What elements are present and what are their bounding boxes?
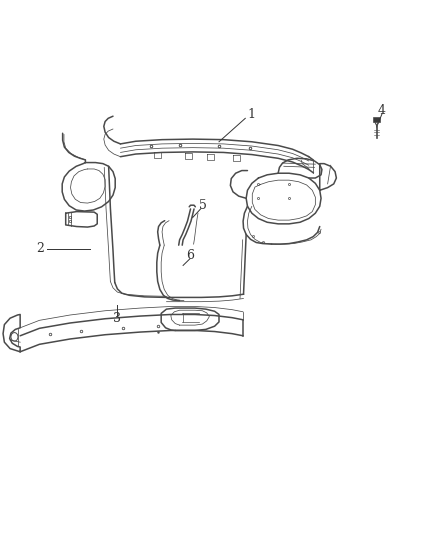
Text: 3: 3	[113, 312, 121, 325]
Text: 1: 1	[247, 108, 255, 121]
Text: 4: 4	[378, 104, 386, 117]
Text: 2: 2	[36, 243, 44, 255]
Bar	[373, 117, 380, 122]
Text: 5: 5	[199, 199, 207, 212]
Text: 6: 6	[186, 249, 194, 262]
